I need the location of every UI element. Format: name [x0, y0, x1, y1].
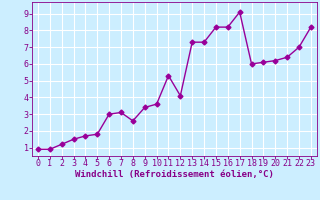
X-axis label: Windchill (Refroidissement éolien,°C): Windchill (Refroidissement éolien,°C): [75, 170, 274, 179]
